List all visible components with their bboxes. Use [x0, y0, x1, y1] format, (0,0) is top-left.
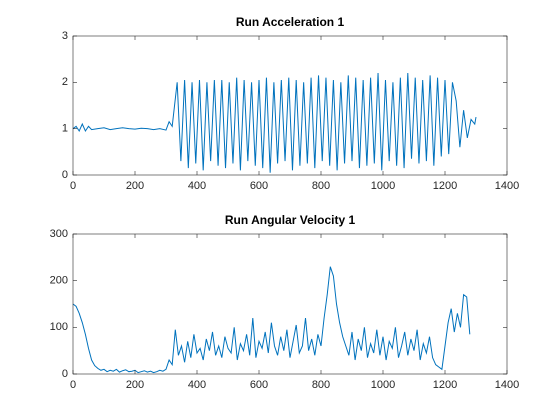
x-tick-label: 1000: [371, 379, 395, 391]
x-tick-label: 0: [70, 379, 76, 391]
x-tick-label: 1400: [495, 379, 519, 391]
x-tick-label: 600: [250, 180, 268, 192]
axes-box: [72, 35, 508, 176]
data-line: [72, 266, 471, 374]
y-tick-label: 200: [50, 275, 68, 287]
y-tick-label: 1: [62, 123, 68, 135]
y-tick-label: 0: [62, 169, 68, 181]
chart-title: Run Angular Velocity 1: [225, 213, 356, 227]
x-tick-label: 0: [70, 180, 76, 192]
x-tick-label: 1200: [433, 379, 457, 391]
y-tick-label: 100: [50, 321, 68, 333]
axes-box: [72, 233, 508, 375]
x-tick-label: 600: [250, 379, 268, 391]
chart-title: Run Acceleration 1: [236, 15, 345, 29]
data-line: [72, 73, 477, 173]
x-tick-label: 200: [126, 180, 144, 192]
x-tick-label: 800: [312, 379, 330, 391]
x-tick-label: 1200: [433, 180, 457, 192]
y-tick-label: 0: [62, 368, 68, 380]
x-tick-label: 400: [188, 379, 206, 391]
x-tick-label: 800: [312, 180, 330, 192]
x-tick-label: 1400: [495, 180, 519, 192]
y-tick-label: 2: [62, 76, 68, 88]
axes-background: [73, 234, 507, 374]
y-tick-label: 300: [50, 228, 68, 240]
x-tick-label: 400: [188, 180, 206, 192]
y-tick-label: 3: [62, 30, 68, 42]
x-tick-label: 1000: [371, 180, 395, 192]
x-tick-label: 200: [126, 379, 144, 391]
